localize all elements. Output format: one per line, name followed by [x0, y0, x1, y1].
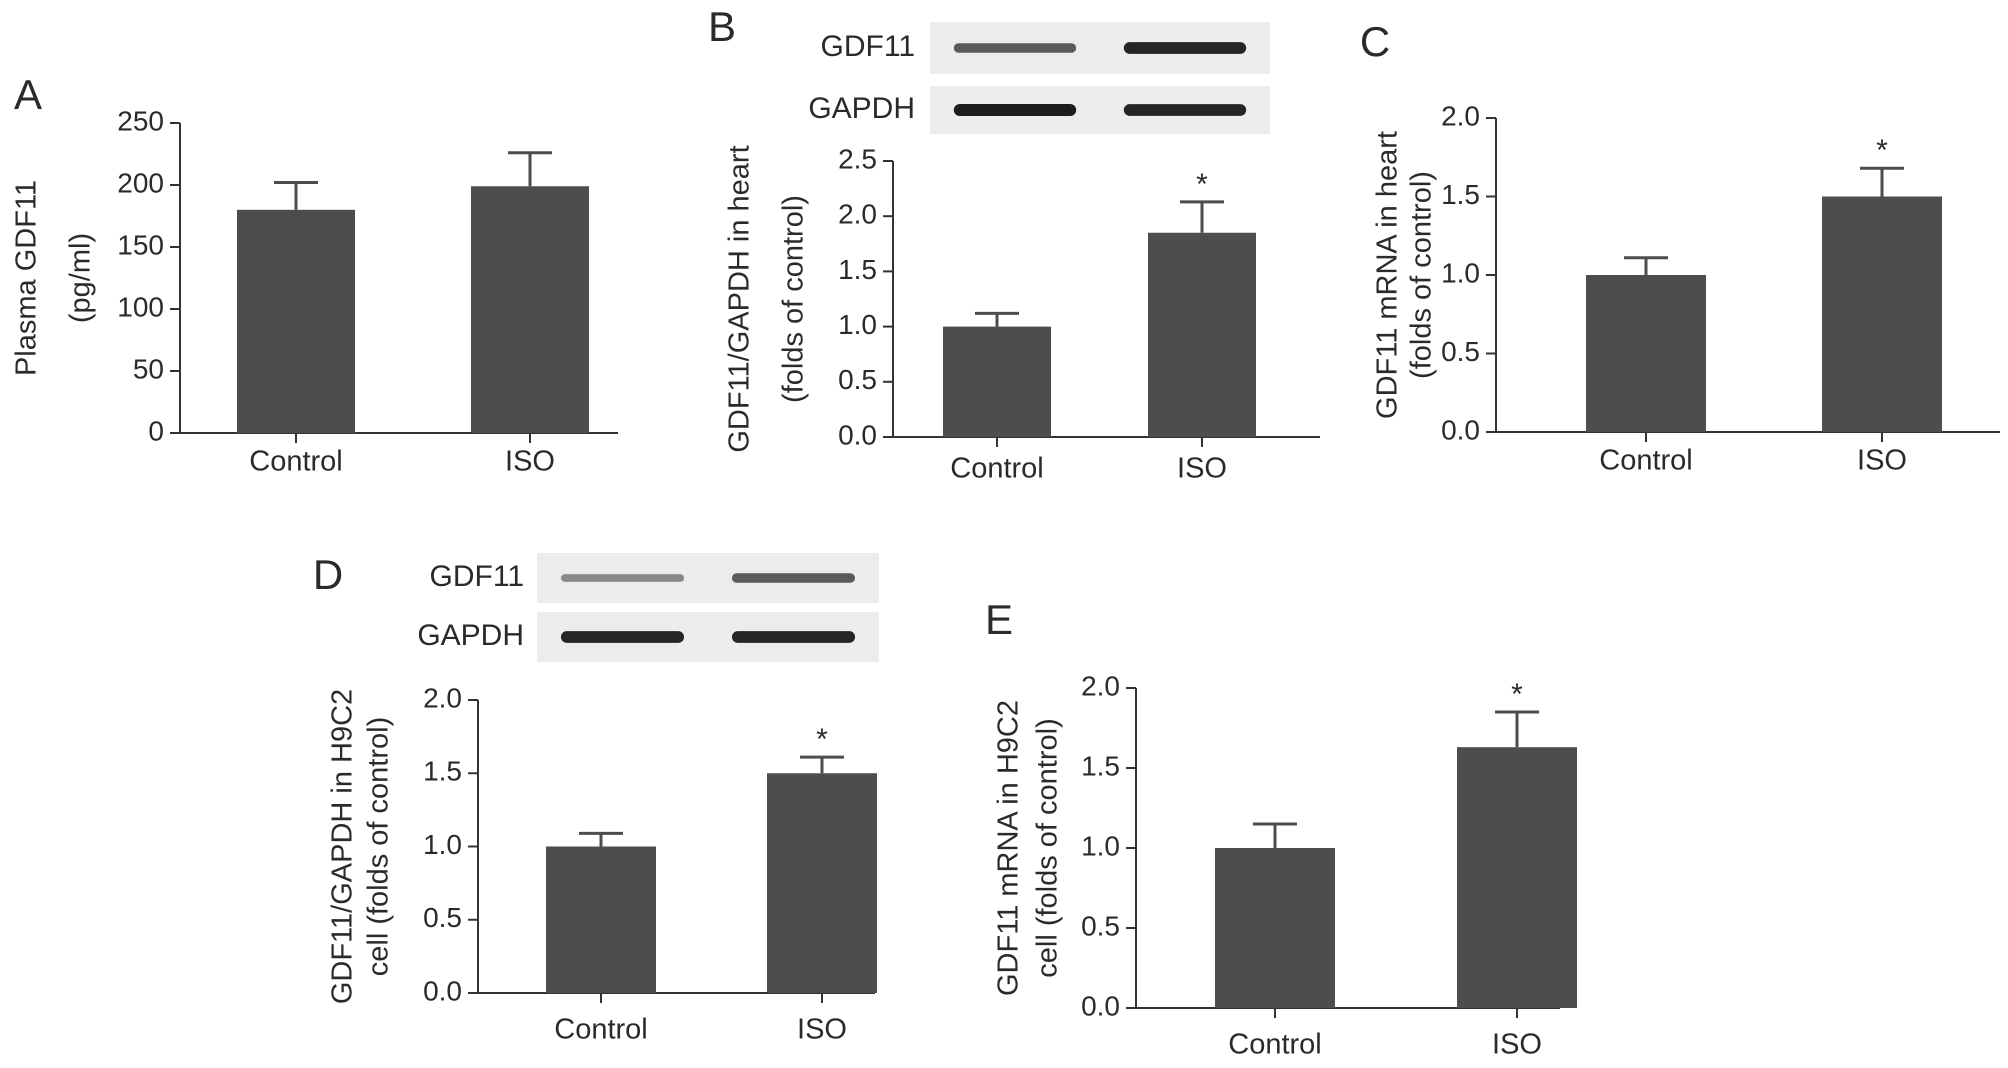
y-tick-label: 0.0 [1441, 414, 1480, 445]
bar-control [237, 209, 355, 433]
y-axis-label: (folds of control) [1406, 171, 1438, 379]
western-blot: GDF11 GAPDH [808, 22, 1270, 134]
x-tick-label: Control [554, 1014, 648, 1046]
error-bar-control [1624, 256, 1668, 275]
y-axis-label: (folds of control) [778, 195, 810, 403]
y-tick-label: 250 [117, 105, 164, 136]
panel-label: A [14, 71, 42, 118]
significance-marker: * [1196, 168, 1208, 201]
y-tick-label: 2.0 [423, 682, 462, 713]
x-tick-label: Control [1228, 1029, 1322, 1061]
x-tick-label: ISO [1177, 453, 1227, 485]
bar-iso [767, 773, 877, 993]
bar-control [1586, 275, 1706, 432]
panel-label: E [985, 596, 1013, 643]
y-tick-label: 2.5 [838, 143, 877, 174]
blot-band-gdf11-control [953, 43, 1077, 53]
bar-iso [1822, 196, 1942, 432]
blot-row-label: GDF11 [430, 560, 524, 593]
blot-row-label: GAPDH [417, 619, 524, 652]
y-tick-label: 2.0 [838, 199, 877, 230]
bar-control [943, 326, 1051, 437]
y-tick-label: 0.0 [838, 419, 877, 450]
y-tick-label: 1.5 [1081, 750, 1120, 781]
y-tick-label: 1.0 [1441, 257, 1480, 288]
blot-row-label: GAPDH [808, 92, 915, 125]
x-tick-label: ISO [1857, 445, 1907, 477]
x-tick-label: Control [950, 453, 1044, 485]
blot-band-gdf11-iso [1123, 42, 1247, 54]
bar-iso [1457, 747, 1577, 1008]
blot-band-gapdh-control [560, 631, 685, 643]
significance-marker: * [1511, 678, 1523, 711]
error-bar-control [579, 831, 623, 847]
y-tick-label: 0.5 [1081, 910, 1120, 941]
chart-panel-e: E 0.0 0.5 1.0 1.5 2.0 Control * ISO GDF11 mRNA in… [985, 596, 1577, 1061]
error-bar-iso [1495, 710, 1539, 748]
blot-band-gapdh-iso [1123, 104, 1247, 116]
chart-panel-d: D GDF11 GAPDH 0.0 0.5 1.0 1.5 2.0 Control * ISO GDF… [313, 551, 879, 1046]
y-tick-label: 0.5 [423, 902, 462, 933]
error-bar-iso [1180, 200, 1224, 233]
y-tick-label: 2.0 [1081, 670, 1120, 701]
chart-panel-b: B GDF11 GAPDH 0.0 0.5 1.0 1.5 2.0 2.5 Control * ISO… [708, 3, 1320, 485]
y-tick-label: 1.5 [1441, 179, 1480, 210]
y-tick-label: 150 [117, 229, 164, 260]
y-tick-label: 1.5 [423, 756, 462, 787]
y-tick-label: 50 [133, 353, 164, 384]
y-tick-label: 0.5 [838, 364, 877, 395]
y-tick-label: 0.0 [423, 975, 462, 1006]
y-axis-label: GDF11/GAPDH in heart [724, 145, 756, 452]
error-bar-control [274, 181, 318, 210]
bar-control [546, 846, 656, 993]
y-axis-label: (pg/ml) [65, 233, 97, 323]
y-axis-label: GDF11/GAPDH in H9C2 [327, 689, 359, 1004]
y-tick-label: 1.5 [838, 254, 877, 285]
y-tick-label: 1.0 [838, 309, 877, 340]
panel-label: D [313, 551, 343, 598]
blot-band-gapdh-control [953, 104, 1077, 116]
y-tick-label: 200 [117, 167, 164, 198]
blot-band-gapdh-iso [731, 631, 856, 643]
error-bar-iso [800, 755, 844, 774]
y-tick-label: 100 [117, 291, 164, 322]
x-tick-label: ISO [505, 446, 555, 478]
bar-control [1215, 848, 1335, 1008]
blot-row-label: GDF11 [821, 30, 915, 63]
y-axis-label: GDF11 mRNA in H9C2 [993, 700, 1025, 996]
y-axis-label: cell (folds of control) [1032, 718, 1064, 978]
y-tick-label: 0.5 [1441, 336, 1480, 367]
error-bar-control [975, 311, 1019, 327]
y-tick-label: 0 [148, 415, 164, 446]
blot-band-gdf11-iso [731, 573, 856, 583]
error-bar-iso [508, 151, 552, 187]
blot-band-gdf11-control [560, 574, 685, 582]
y-axis-label: GDF11 mRNA in heart [1372, 131, 1404, 419]
error-bar-iso [1860, 166, 1904, 197]
chart-panel-a: A 0 50 100 150 200 250 Control ISO Plasma GDF11 (p… [11, 71, 618, 478]
panel-label: C [1360, 18, 1390, 65]
y-tick-label: 2.0 [1441, 100, 1480, 131]
panel-label: B [708, 3, 736, 50]
y-axis-label: cell (folds of control) [363, 717, 395, 977]
y-tick-label: 1.0 [1081, 830, 1120, 861]
error-bar-control [1253, 822, 1297, 848]
significance-marker: * [816, 723, 828, 756]
x-tick-label: ISO [797, 1014, 847, 1046]
bar-iso [471, 186, 589, 433]
y-tick-label: 1.0 [423, 829, 462, 860]
y-tick-label: 0.0 [1081, 990, 1120, 1021]
x-tick-label: Control [249, 446, 343, 478]
y-axis-label: Plasma GDF11 [11, 180, 43, 376]
x-tick-label: Control [1599, 445, 1693, 477]
significance-marker: * [1876, 134, 1888, 167]
chart-panel-c: C 0.0 0.5 1.0 1.5 2.0 Control * ISO GDF11 mRNA in… [1360, 18, 2000, 477]
bar-iso [1148, 232, 1256, 437]
x-tick-label: ISO [1492, 1029, 1542, 1061]
western-blot: GDF11 GAPDH [417, 553, 879, 662]
